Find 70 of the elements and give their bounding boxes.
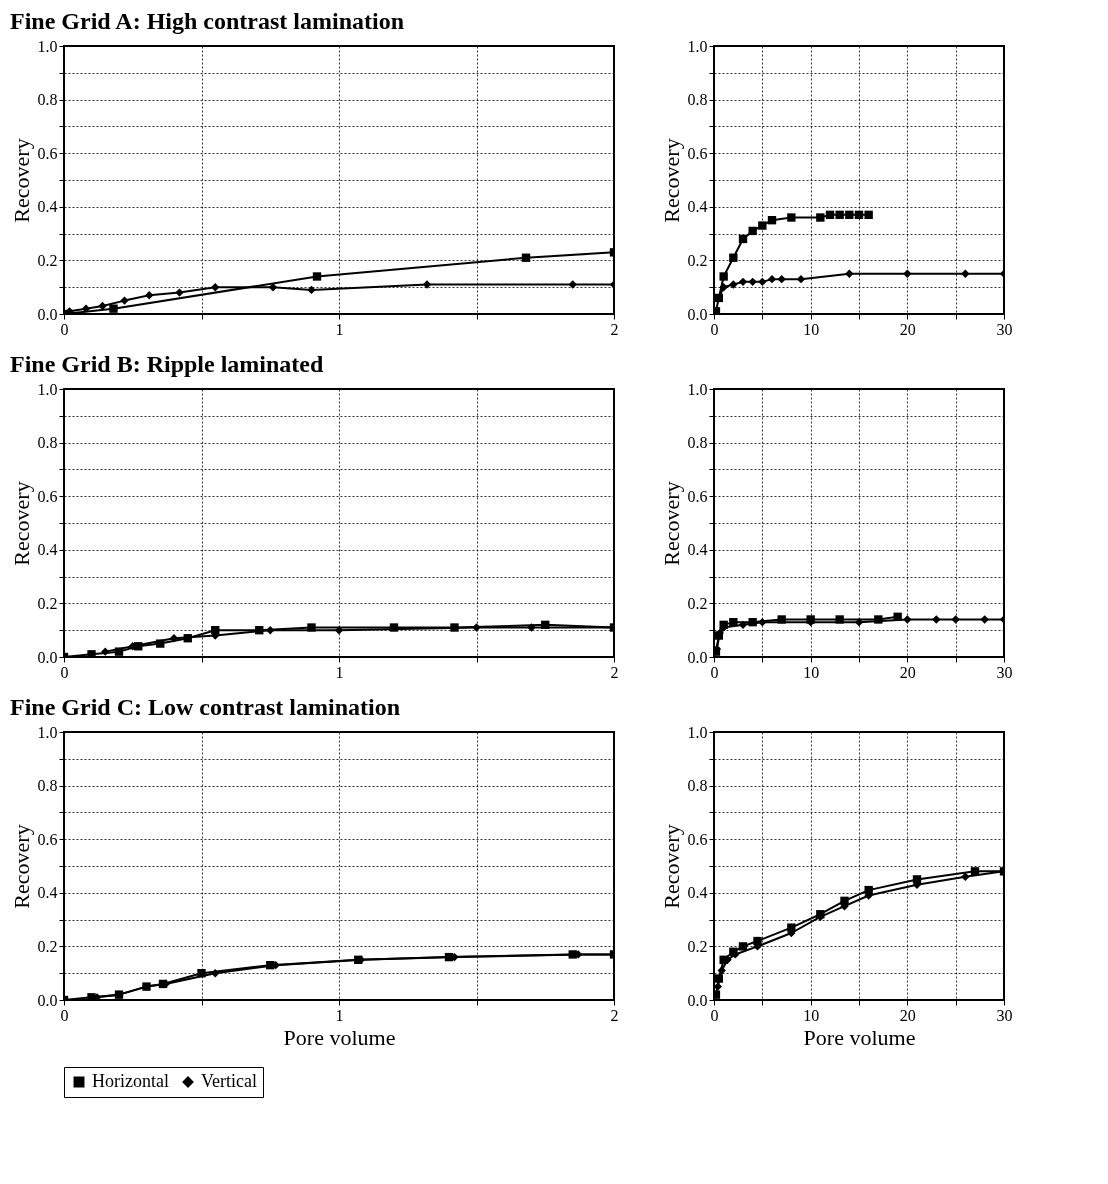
y-tick-label: 0.4 xyxy=(687,884,708,902)
x-axis-title: Pore volume xyxy=(283,1024,396,1050)
chart-title: Fine Grid C: Low contrast lamination xyxy=(10,694,400,720)
y-tick-label: 0.8 xyxy=(37,91,58,109)
y-axis-title: Recovery xyxy=(658,824,684,909)
y-tick-label: 0.8 xyxy=(687,434,708,452)
y-tick-label: 0.6 xyxy=(687,144,708,162)
y-tick-label: 1.0 xyxy=(37,723,58,741)
x-tick-label: 0 xyxy=(60,663,69,681)
x-tick-label: 10 xyxy=(803,1006,820,1024)
y-tick-label: 0.4 xyxy=(37,884,58,902)
y-tick-label: 0.6 xyxy=(687,830,708,848)
x-tick-label: 30 xyxy=(996,320,1013,338)
y-tick-label: 0.8 xyxy=(37,777,58,795)
x-tick-label: 20 xyxy=(899,320,916,338)
x-tick-label: 0 xyxy=(710,1006,719,1024)
y-tick-label: 0.2 xyxy=(687,594,708,612)
legend-label: Vertical xyxy=(201,1071,257,1091)
x-tick-label: 10 xyxy=(803,663,820,681)
y-tick-label: 0.2 xyxy=(37,251,58,269)
x-tick-label: 0 xyxy=(60,1006,69,1024)
legend-label: Horizontal xyxy=(92,1071,169,1091)
x-axis-title: Pore volume xyxy=(803,1024,916,1050)
y-axis-title: Recovery xyxy=(8,824,34,909)
x-tick-label: 30 xyxy=(996,1006,1013,1024)
y-tick-label: 0.8 xyxy=(687,91,708,109)
y-tick-label: 0.0 xyxy=(687,648,708,666)
y-tick-label: 0.8 xyxy=(687,777,708,795)
y-tick-label: 1.0 xyxy=(687,723,708,741)
y-tick-label: 1.0 xyxy=(687,380,708,398)
y-tick-label: 0.0 xyxy=(37,991,58,1009)
y-tick-label: 0.4 xyxy=(37,198,58,216)
x-tick-label: 1 xyxy=(335,320,344,338)
x-tick-label: 30 xyxy=(996,663,1013,681)
y-tick-label: 1.0 xyxy=(37,380,58,398)
y-tick-label: 0.0 xyxy=(37,305,58,323)
y-tick-label: 1.0 xyxy=(37,37,58,55)
y-axis-title: Recovery xyxy=(8,481,34,566)
y-tick-label: 0.0 xyxy=(687,991,708,1009)
y-tick-label: 0.2 xyxy=(37,937,58,955)
y-tick-label: 0.6 xyxy=(37,830,58,848)
y-axis-title: Recovery xyxy=(658,481,684,566)
y-tick-label: 0.8 xyxy=(37,434,58,452)
chart-title: Fine Grid A: High contrast lamination xyxy=(10,8,405,34)
x-tick-label: 2 xyxy=(610,1006,619,1024)
y-tick-label: 0.4 xyxy=(687,541,708,559)
x-tick-label: 20 xyxy=(899,663,916,681)
y-tick-label: 0.2 xyxy=(37,594,58,612)
x-tick-label: 2 xyxy=(610,320,619,338)
x-tick-label: 2 xyxy=(610,663,619,681)
y-tick-label: 0.2 xyxy=(687,251,708,269)
y-tick-label: 0.6 xyxy=(37,144,58,162)
x-tick-label: 1 xyxy=(335,663,344,681)
x-tick-label: 0 xyxy=(60,320,69,338)
x-tick-label: 1 xyxy=(335,1006,344,1024)
y-tick-label: 0.0 xyxy=(37,648,58,666)
y-tick-label: 0.0 xyxy=(687,305,708,323)
y-axis-title: Recovery xyxy=(658,138,684,223)
y-tick-label: 1.0 xyxy=(687,37,708,55)
x-tick-label: 10 xyxy=(803,320,820,338)
x-tick-label: 0 xyxy=(710,320,719,338)
y-axis-title: Recovery xyxy=(8,138,34,223)
y-tick-label: 0.6 xyxy=(687,487,708,505)
chart-title: Fine Grid B: Ripple laminated xyxy=(10,351,324,377)
y-tick-label: 0.4 xyxy=(37,541,58,559)
x-tick-label: 0 xyxy=(710,663,719,681)
y-tick-label: 0.2 xyxy=(687,937,708,955)
x-tick-label: 20 xyxy=(899,1006,916,1024)
y-tick-label: 0.4 xyxy=(687,198,708,216)
y-tick-label: 0.6 xyxy=(37,487,58,505)
